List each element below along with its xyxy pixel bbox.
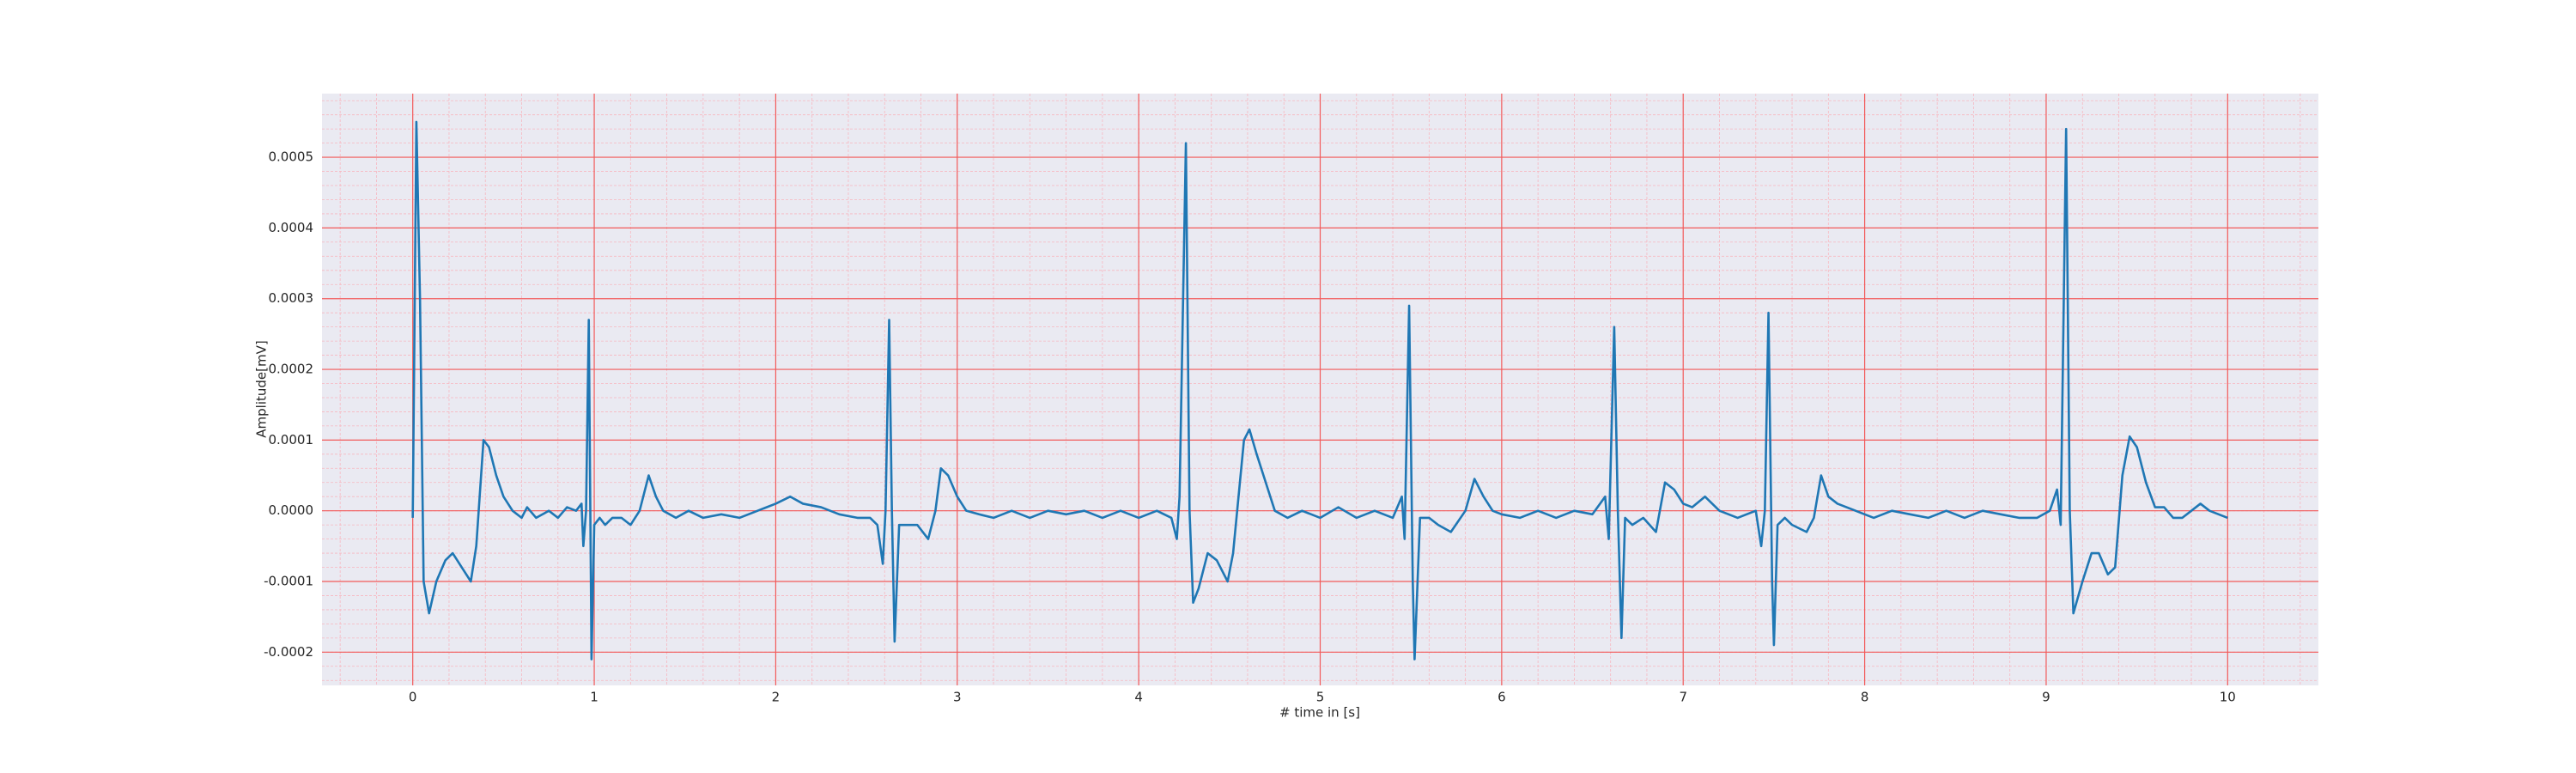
y-tick-label: 0.0002: [269, 362, 314, 377]
y-tick-label: 0.0004: [269, 220, 314, 235]
ecg-line: [411, 120, 2228, 660]
x-tick-label: 3: [953, 690, 962, 705]
y-tick-label: 0.0001: [269, 432, 314, 447]
y-axis-label: Amplitude[mV]: [254, 340, 270, 437]
y-tick-label: -0.0002: [264, 644, 313, 660]
x-tick-label: 6: [1498, 690, 1506, 705]
x-tick-label: 9: [2042, 690, 2050, 705]
x-tick-label: 10: [2220, 690, 2236, 705]
x-tick-label: 1: [590, 690, 598, 705]
x-axis-label: # time in [s]: [1279, 705, 1360, 721]
y-tick-label: -0.0001: [264, 573, 313, 588]
x-tick-label: 4: [1134, 690, 1143, 705]
x-tick-label: 2: [772, 690, 781, 705]
x-tick-label: 5: [1316, 690, 1325, 705]
y-tick-label: 0.0000: [269, 502, 314, 518]
x-tick-label: 0: [409, 690, 417, 705]
x-tick-label: 8: [1861, 690, 1869, 705]
x-tick-label: 7: [1679, 690, 1687, 705]
y-tick-label: 0.0003: [269, 290, 314, 306]
y-tick-label: 0.0005: [269, 149, 314, 165]
